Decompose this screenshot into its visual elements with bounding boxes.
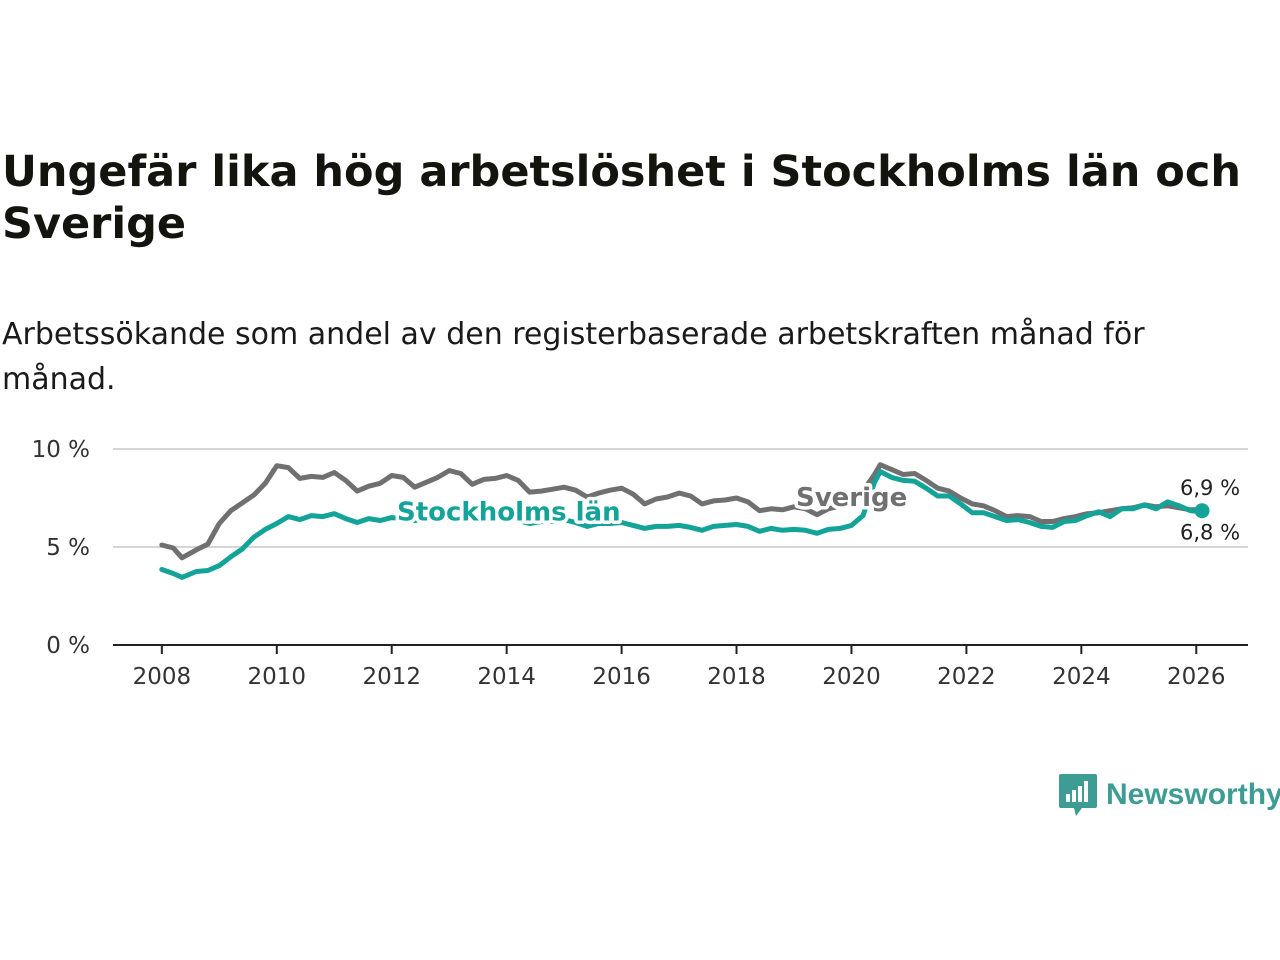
x-tick-label: 2008 — [133, 664, 192, 690]
x-axis: 2008 2010 2012 2014 2016 2018 2020 2022 2024 2026 — [133, 645, 1226, 690]
stockholms-lan-series-line — [159, 469, 1205, 580]
stockholms-lan-series-label: Stockholms län — [397, 498, 621, 528]
chart-title: Ungefär lika hög arbetslöshet i Stockhol… — [2, 147, 1241, 249]
x-tick-label: 2010 — [248, 664, 307, 690]
y-tick-label: 0 % — [46, 633, 90, 659]
x-tick-label: 2012 — [362, 664, 421, 690]
sverige-series-label: Sverige — [796, 483, 907, 513]
y-axis: 0 % 5 % 10 % — [32, 437, 90, 659]
x-tick-label: 2024 — [1052, 664, 1111, 690]
chart-subtitle: Arbetssökande som andel av den registerb… — [2, 317, 1145, 397]
brand-name: Newsworthy — [1106, 778, 1280, 811]
stockholms-lan-end-value-label: 6,8 % — [1180, 521, 1240, 545]
x-tick-label: 2014 — [477, 664, 536, 690]
gridlines — [113, 448, 1248, 548]
x-tick-label: 2016 — [592, 664, 651, 690]
x-tick-label: 2026 — [1167, 664, 1226, 690]
x-tick-label: 2018 — [707, 664, 766, 690]
end-point-dot — [1194, 503, 1210, 519]
series-labels: 6,9 % 6,8 % Sverige Stockholms län — [394, 476, 1241, 545]
sverige-end-value-label: 6,9 % — [1180, 476, 1240, 500]
y-tick-label: 5 % — [46, 535, 90, 561]
newsworthy-logo[interactable]: Newsworthy — [1058, 772, 1280, 818]
x-tick-label: 2022 — [937, 664, 996, 690]
y-tick-label: 10 % — [32, 437, 90, 463]
newsworthy-chart-bubble-icon — [1059, 774, 1097, 816]
series-lines — [159, 462, 1210, 580]
sverige-series-line — [159, 462, 1205, 561]
x-tick-label: 2020 — [822, 664, 881, 690]
